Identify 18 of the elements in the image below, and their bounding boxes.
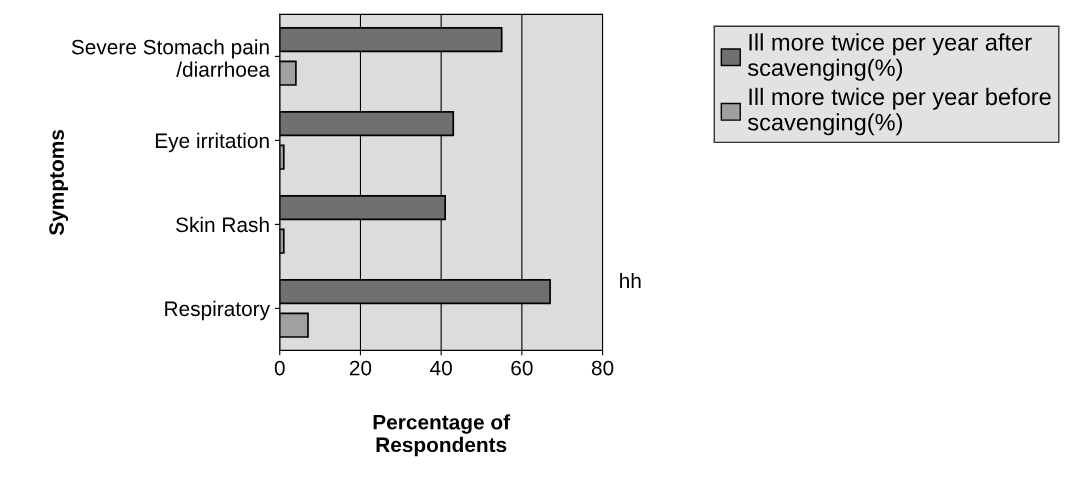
y-axis-title: Symptoms	[49, 130, 69, 236]
x-axis-title: Percentage of Respondents	[373, 414, 511, 457]
x-tick-label: 60	[511, 360, 533, 376]
bar	[279, 60, 297, 86]
y-tick-label: Skin Rash	[176, 216, 269, 233]
legend-label: Ill more twice per year before scavenging(%)	[747, 87, 1051, 136]
bar	[279, 312, 309, 338]
y-tick-label: Severe Stomach pain /diarrhoea	[71, 39, 271, 77]
x-tick-label: 20	[349, 360, 372, 376]
x-tick-label: 0	[274, 360, 285, 376]
bar	[279, 144, 285, 170]
text: hh	[620, 272, 641, 288]
x-tick-label: 80	[591, 360, 614, 376]
bar	[279, 228, 285, 254]
legend-label: Ill more twice per year after scavenging(%)	[747, 33, 1032, 81]
y-tick-label: Respiratory	[165, 300, 270, 321]
x-tick-label: 40	[430, 360, 452, 376]
y-tick-label: Eye irritation	[155, 132, 269, 153]
